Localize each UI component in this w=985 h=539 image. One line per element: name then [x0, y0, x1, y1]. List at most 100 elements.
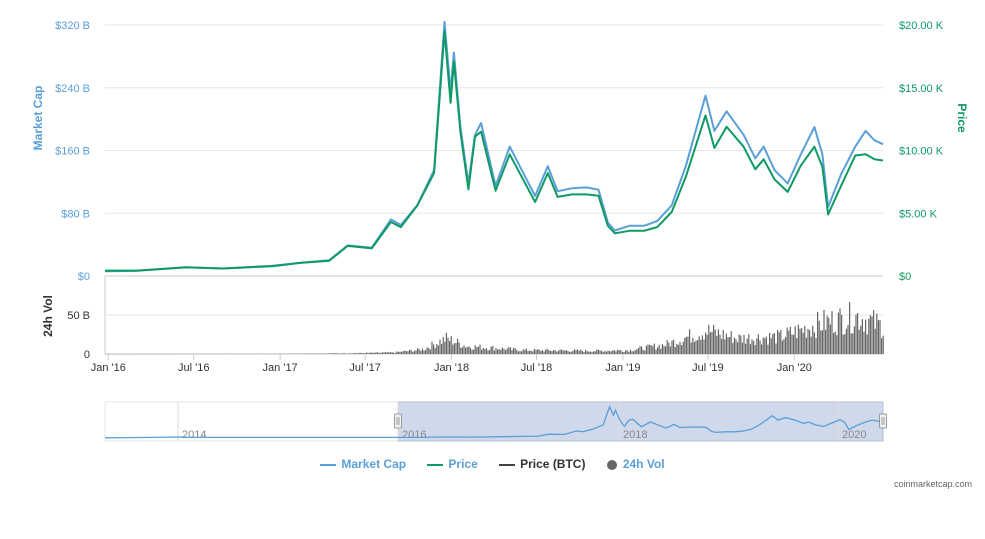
volume-bar [439, 340, 440, 354]
volume-bar [335, 353, 336, 354]
volume-bar [799, 329, 800, 354]
volume-bar [727, 337, 728, 354]
volume-bar [671, 341, 672, 354]
volume-bar [567, 351, 568, 354]
volume-bar [438, 346, 439, 354]
volume-bar [862, 319, 863, 354]
volume-bar [494, 351, 495, 354]
volume-bar [323, 353, 324, 354]
volume-bar [513, 348, 514, 354]
volume-bar [865, 320, 866, 354]
volume-bar [441, 344, 442, 354]
volume-bar [430, 349, 431, 354]
volume-bar [412, 352, 413, 354]
volume-bar [734, 338, 735, 354]
volume-bar [462, 347, 463, 354]
volume-bar [636, 349, 637, 354]
volume-bar [790, 327, 791, 354]
volume-bar [561, 350, 562, 354]
volume-bar [364, 353, 365, 354]
volume-bar [505, 350, 506, 354]
volume-bar [540, 351, 541, 354]
volume-bar [398, 352, 399, 354]
volume-bar [603, 352, 604, 354]
volume-bar [497, 349, 498, 354]
right-axis-title: Price [955, 103, 969, 133]
x-tick-label: Jul '17 [349, 362, 380, 374]
volume-bar [804, 326, 805, 354]
volume-bar [724, 339, 725, 354]
legend-label-market-cap: Market Cap [341, 457, 406, 471]
volume-bar [383, 352, 384, 354]
volume-bar [649, 345, 650, 354]
volume-bar [380, 353, 381, 354]
volume-bar [707, 335, 708, 354]
volume-bar [777, 330, 778, 354]
volume-bar [391, 352, 392, 354]
volume-bar [553, 350, 554, 354]
volume-bar [404, 351, 405, 354]
left-tick-label: $320 B [55, 20, 90, 32]
volume-bar [593, 351, 594, 354]
volume-bar [675, 347, 676, 354]
volume-bar [527, 351, 528, 354]
volume-bar [849, 302, 850, 354]
volume-bar [643, 350, 644, 354]
volume-bar [387, 353, 388, 354]
volume-bar [851, 334, 852, 354]
volume-bar [668, 343, 669, 354]
volume-bar [633, 351, 634, 354]
volume-bar [606, 352, 607, 354]
volume-bar [787, 327, 788, 354]
volume-bar [814, 332, 815, 354]
volume-bar [532, 351, 533, 354]
volume-bar [795, 326, 796, 354]
volume-bar [515, 348, 516, 354]
volume-bar [452, 345, 453, 354]
navigator-handle[interactable] [395, 414, 402, 428]
x-tick-label: Jul '18 [521, 362, 552, 374]
volume-bar [758, 334, 759, 354]
volume-bar [628, 352, 629, 354]
volume-bar [375, 352, 376, 354]
volume-bar [852, 333, 853, 354]
volume-bar [692, 338, 693, 354]
legend-item-24h-vol[interactable]: 24h Vol [607, 457, 665, 471]
volume-bar [755, 345, 756, 354]
volume-bar [846, 329, 847, 354]
market-cap-line [105, 22, 883, 271]
volume-bar [779, 332, 780, 354]
credit-link[interactable]: coinmarketcap.com [894, 479, 972, 489]
volume-bar [531, 351, 532, 354]
volume-bar [569, 352, 570, 354]
volume-bar [455, 343, 456, 354]
legend-item-price[interactable]: Price [427, 457, 477, 471]
volume-bar [374, 353, 375, 354]
legend-item-market-cap[interactable]: Market Cap [320, 457, 406, 471]
legend-item-price-btc[interactable]: Price (BTC) [499, 457, 585, 471]
volume-bar [742, 342, 743, 354]
volume-bar [873, 310, 874, 354]
x-tick-label: Jan '16 [91, 362, 126, 374]
volume-bar [844, 334, 845, 354]
volume-bar [833, 333, 834, 354]
volume-bar [662, 344, 663, 354]
volume-bar [511, 350, 512, 354]
left-axis-title: Market Cap [31, 86, 45, 151]
volume-bar [825, 330, 826, 354]
volume-bar [700, 340, 701, 354]
volume-bar [716, 336, 717, 354]
volume-bar [601, 351, 602, 354]
volume-bar [393, 353, 394, 354]
volume-bar [735, 339, 736, 354]
volume-bar [739, 334, 740, 354]
volume-bar [646, 346, 647, 354]
navigator-handle[interactable] [880, 414, 887, 428]
volume-bar [451, 336, 452, 354]
volume-bar [476, 347, 477, 354]
volume-bar [614, 350, 615, 354]
volume-bar [358, 353, 359, 354]
volume-bar [863, 332, 864, 354]
